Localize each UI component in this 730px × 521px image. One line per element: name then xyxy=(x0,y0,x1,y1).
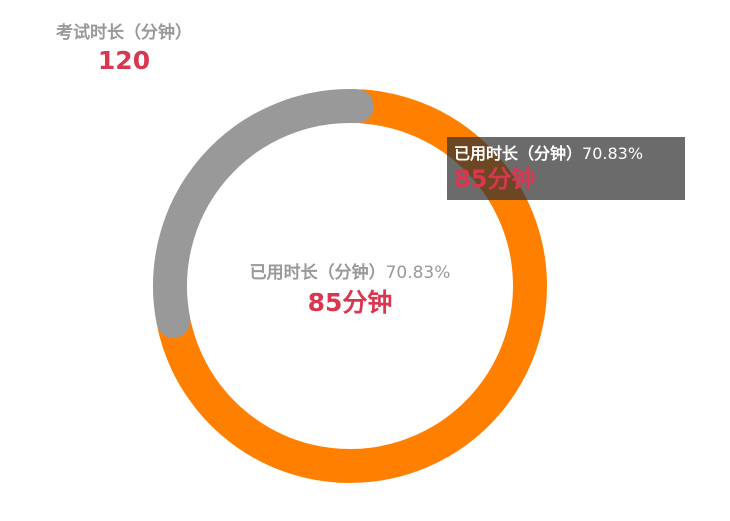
tooltip-percent: 70.83% xyxy=(582,144,644,163)
center-label: 已用时长（分钟）70.83% xyxy=(0,260,700,286)
chart-tooltip: 已用时长（分钟）70.83% 85分钟 xyxy=(447,137,685,200)
tooltip-value: 85分钟 xyxy=(454,165,536,193)
center-summary: 已用时长（分钟）70.83% 85分钟 xyxy=(0,260,700,320)
total-duration-block: 考试时长（分钟） 120 xyxy=(24,20,224,76)
center-percent: 70.83% xyxy=(385,263,451,283)
center-value: 85分钟 xyxy=(307,288,393,317)
donut-slice-1[interactable] xyxy=(153,89,374,338)
center-label-text: 已用时长（分钟） xyxy=(249,263,386,283)
tooltip-label-text: 已用时长（分钟） xyxy=(454,144,583,163)
tooltip-label: 已用时长（分钟）70.83% xyxy=(454,143,685,165)
total-duration-label: 考试时长（分钟） xyxy=(56,23,192,43)
total-duration-value: 120 xyxy=(97,46,151,75)
